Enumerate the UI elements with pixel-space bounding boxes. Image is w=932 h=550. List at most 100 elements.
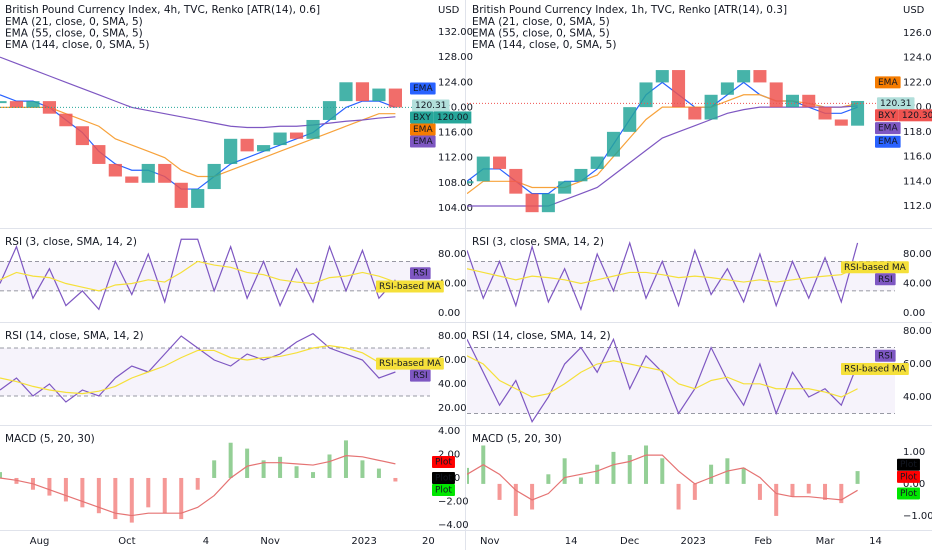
renko-brick [606, 131, 620, 157]
y-tick-label: 2.00 [438, 449, 460, 460]
histogram-bar [823, 483, 828, 500]
badge-label: Plot [900, 489, 917, 499]
badge-label: EMA [878, 78, 898, 88]
panel-title: MACD (5, 20, 30) [472, 433, 562, 445]
y-tick-label: 80.00 [903, 326, 932, 337]
series-line [0, 455, 396, 517]
renko-brick [525, 193, 539, 213]
panel-title: RSI (14, close, SMA, 14, 2) [5, 330, 144, 342]
x-tick-label: 20 [422, 536, 435, 547]
legend-item: EMA (21, close, 0, SMA, 5) [5, 16, 143, 28]
renko-brick [141, 163, 155, 183]
histogram-bar [497, 483, 502, 500]
histogram-bar [162, 477, 167, 514]
panel-title: RSI (3, close, SMA, 14, 2) [5, 236, 137, 248]
x-tick-label: 4 [203, 536, 209, 547]
y-tick-label: 132.00 [438, 27, 473, 38]
badge-label: RSI-based MA [379, 359, 442, 369]
badge-value-label: 120.00 [437, 113, 469, 123]
histogram-bar [757, 483, 762, 500]
series-line [467, 266, 858, 285]
x-tick-label: 2023 [351, 536, 376, 547]
y-tick-label: 116.00 [903, 152, 932, 163]
renko-brick [224, 138, 238, 164]
series-line [0, 332, 396, 403]
renko-brick [0, 101, 7, 104]
x-tick-label: Mar [816, 536, 836, 547]
histogram-bar [343, 440, 348, 478]
renko-brick [322, 101, 337, 120]
renko-brick [590, 156, 604, 169]
renko-brick [42, 101, 57, 114]
y-tick-label: −4.00 [438, 520, 469, 531]
y-tick-label: 60.00 [903, 359, 932, 370]
histogram-bar [376, 468, 381, 478]
badge [841, 362, 909, 375]
histogram-bar [839, 483, 844, 504]
badge-value [433, 111, 472, 124]
renko-brick [834, 119, 848, 126]
badge-value-label: 120.30 [902, 111, 932, 121]
badge-label: 120.31 [415, 101, 447, 111]
y-tick-label: 80.00 [903, 249, 932, 260]
y-tick-label: 128.00 [438, 52, 473, 63]
renko-brick [59, 113, 73, 127]
renko-brick [753, 70, 767, 83]
legend-item: EMA (21, close, 0, SMA, 5) [472, 16, 610, 28]
badge-label: Plot [900, 460, 917, 470]
badge-value [898, 109, 932, 122]
badge [875, 122, 901, 135]
histogram-bar [113, 477, 118, 520]
histogram-bar [294, 466, 299, 478]
badge-label: RSI [878, 275, 893, 285]
badge-label: Plot [435, 473, 452, 483]
renko-brick [704, 94, 718, 120]
badge [410, 123, 436, 136]
histogram-bar [228, 442, 233, 478]
histogram-bar [327, 454, 332, 478]
badge [410, 369, 431, 382]
histogram-bar [129, 477, 134, 523]
y-tick-label: 1.00 [903, 447, 925, 458]
renko-brick [207, 163, 221, 190]
badge [410, 135, 436, 148]
series-line [467, 337, 859, 423]
panel-title: MACD (5, 20, 30) [5, 433, 95, 445]
renko-brick [541, 193, 555, 213]
badge [432, 455, 455, 468]
x-tick-label: 14 [869, 536, 882, 547]
y-tick-label: 120.00 [903, 102, 932, 113]
renko-brick [9, 101, 24, 108]
band-fill [467, 347, 895, 414]
renko-brick [240, 138, 254, 152]
badge [897, 470, 920, 483]
badge [897, 458, 920, 471]
renko-brick [289, 132, 304, 139]
renko-brick [273, 132, 287, 146]
histogram-bar [311, 472, 316, 478]
currency-label: USD [438, 5, 460, 16]
y-tick-label: 80.00 [438, 249, 467, 260]
renko-brick [92, 145, 106, 164]
currency-label: USD [903, 5, 925, 16]
badge-label: RSI [878, 351, 893, 361]
series-line [0, 238, 396, 311]
y-tick-label: 40.00 [903, 279, 932, 290]
badge-label: Plot [435, 485, 452, 495]
histogram-bar [393, 477, 398, 482]
plot-area [467, 337, 895, 423]
y-tick-label: 122.00 [903, 77, 932, 88]
renko-brick [75, 126, 89, 146]
plot-area [467, 240, 895, 312]
histogram-bar [261, 460, 266, 478]
histogram-bar [660, 458, 665, 484]
renko-brick [339, 82, 353, 102]
histogram-bar [212, 460, 217, 478]
y-tick-label: 20.00 [438, 403, 467, 414]
histogram-bar [855, 471, 860, 484]
x-tick-label: Aug [30, 536, 50, 547]
histogram-bar [63, 477, 68, 502]
y-tick-label: 40.00 [438, 279, 467, 290]
histogram-bar [774, 483, 779, 516]
histogram-bar [676, 483, 681, 510]
